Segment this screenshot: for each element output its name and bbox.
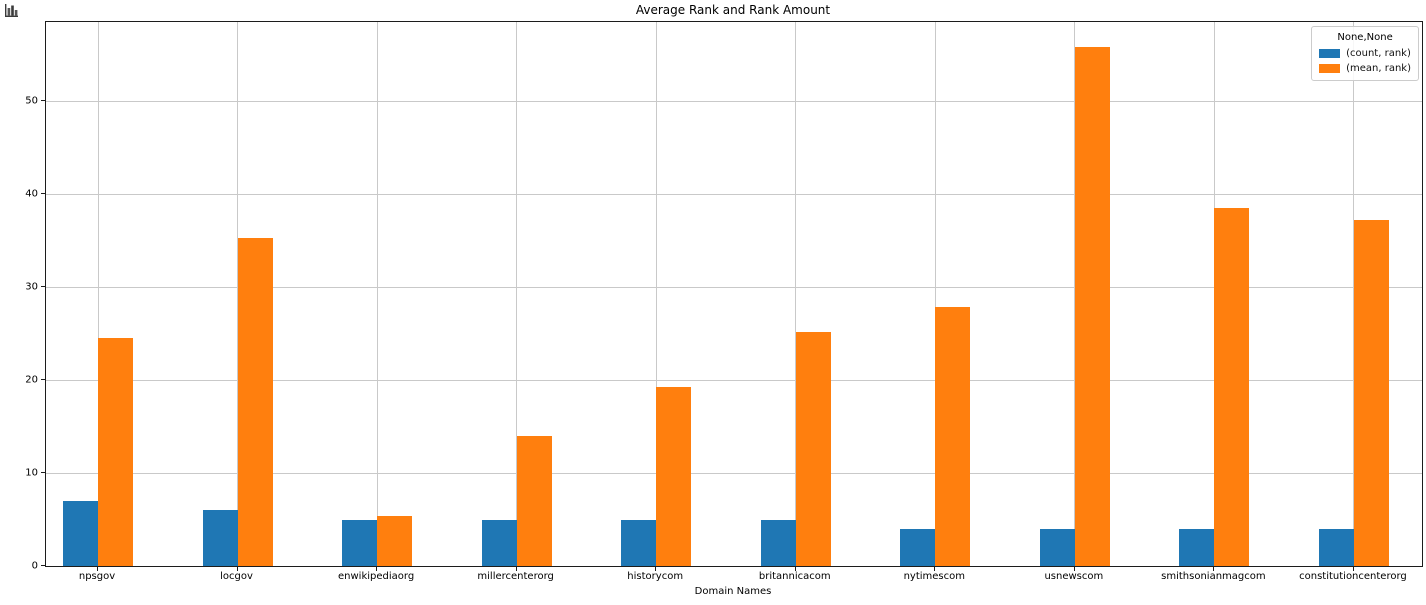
y-tick-label-40: 40 (25, 188, 38, 200)
legend-swatch-icon (1319, 49, 1341, 58)
bar-mean-locgov (237, 237, 273, 566)
bar-mean-britannicacom (795, 331, 831, 566)
bar-count-usnewscom (1039, 528, 1075, 566)
gridline-x-enwikipediaorg (376, 22, 378, 566)
bar-count-constitutioncenterorg (1318, 528, 1354, 566)
bar-mean-constitutioncenterorg (1353, 220, 1389, 566)
x-axis-label: Domain Names (694, 586, 772, 597)
y-tick-mark-30 (41, 286, 45, 288)
bar-mean-enwikipediaorg (377, 515, 413, 566)
y-tick-label-10: 10 (25, 467, 38, 479)
bar-mean-usnewscom (1074, 47, 1110, 566)
y-tick-label-0: 0 (31, 560, 38, 572)
y-tick-mark-10 (41, 472, 45, 473)
y-tick-label-50: 50 (25, 95, 38, 107)
legend-entry-label: (mean, rank) (1346, 63, 1411, 74)
legend: None,None (count, rank) (mean, rank) (1311, 26, 1419, 81)
bar-count-smithsonianmagcom (1179, 528, 1215, 566)
legend-title: None,None (1337, 32, 1393, 43)
x-tick-label-millercenterorg: millercenterorg (477, 571, 554, 582)
bar-count-nytimescom (900, 528, 936, 566)
x-tick-label-enwikipediaorg: enwikipediaorg (338, 571, 415, 582)
x-tick-mark-smithsonianmagcom (1213, 567, 1215, 571)
chart-title: Average Rank and Rank Amount (635, 3, 831, 17)
x-tick-mark-locgov (236, 567, 238, 571)
bar-count-enwikipediaorg (342, 519, 378, 566)
y-tick-mark-0 (41, 565, 45, 566)
x-tick-label-usnewscom: usnewscom (1044, 571, 1104, 582)
legend-entry-mean-rank: (mean, rank) (1319, 61, 1411, 76)
plot-area: None,None (count, rank) (mean, rank) (45, 21, 1423, 567)
y-tick-mark-20 (41, 379, 45, 381)
gridline-x-nytimescom (934, 22, 936, 566)
bar-count-millercenterorg (481, 519, 517, 566)
x-tick-label-locgov: locgov (220, 571, 253, 582)
bar-count-historycom (621, 519, 657, 566)
legend-rows: (count, rank) (mean, rank) (1319, 46, 1411, 76)
x-tick-mark-npsgov (97, 567, 98, 571)
gridline-y-50 (46, 100, 1422, 102)
gridline-x-britannicacom (795, 22, 797, 566)
bar-mean-millercenterorg (516, 435, 552, 566)
bar-mean-nytimescom (935, 307, 971, 566)
y-tick-label-20: 20 (25, 374, 38, 386)
x-tick-label-britannicacom: britannicacom (758, 571, 831, 582)
x-tick-mark-nytimescom (934, 567, 936, 571)
gridline-x-historycom (655, 22, 657, 566)
bar-count-britannicacom (760, 519, 796, 566)
bar-count-npsgov (63, 500, 98, 566)
x-tick-mark-britannicacom (794, 567, 796, 571)
gridline-y-10 (46, 472, 1422, 474)
gridline-y-20 (46, 379, 1422, 381)
bar-chart-icon (5, 4, 18, 17)
x-tick-mark-constitutioncenterorg (1352, 567, 1354, 571)
y-tick-mark-40 (41, 193, 45, 195)
legend-entry-label: (count, rank) (1346, 48, 1411, 59)
x-tick-label-constitutioncenterorg: constitutioncenterorg (1299, 571, 1407, 582)
x-tick-label-historycom: historycom (627, 571, 684, 582)
y-tick-label-30: 30 (25, 281, 38, 293)
y-tick-mark-50 (41, 100, 45, 102)
gridline-x-millercenterorg (516, 22, 518, 566)
x-tick-mark-historycom (655, 567, 657, 571)
gridline-x-npsgov (97, 22, 99, 566)
bar-mean-smithsonianmagcom (1214, 207, 1250, 566)
x-tick-label-smithsonianmagcom: smithsonianmagcom (1161, 571, 1266, 582)
bar-mean-npsgov (98, 338, 133, 566)
legend-swatch-icon (1319, 64, 1341, 73)
x-tick-mark-millercenterorg (515, 567, 517, 571)
legend-entry-count-rank: (count, rank) (1319, 46, 1411, 61)
bar-mean-historycom (656, 387, 692, 566)
x-tick-mark-enwikipediaorg (376, 567, 378, 571)
gridline-y-40 (46, 193, 1422, 195)
bar-count-locgov (202, 510, 238, 566)
x-tick-label-npsgov: npsgov (78, 571, 116, 582)
x-tick-mark-usnewscom (1073, 567, 1075, 571)
x-tick-label-nytimescom: nytimescom (903, 571, 966, 582)
gridline-y-30 (46, 286, 1422, 288)
